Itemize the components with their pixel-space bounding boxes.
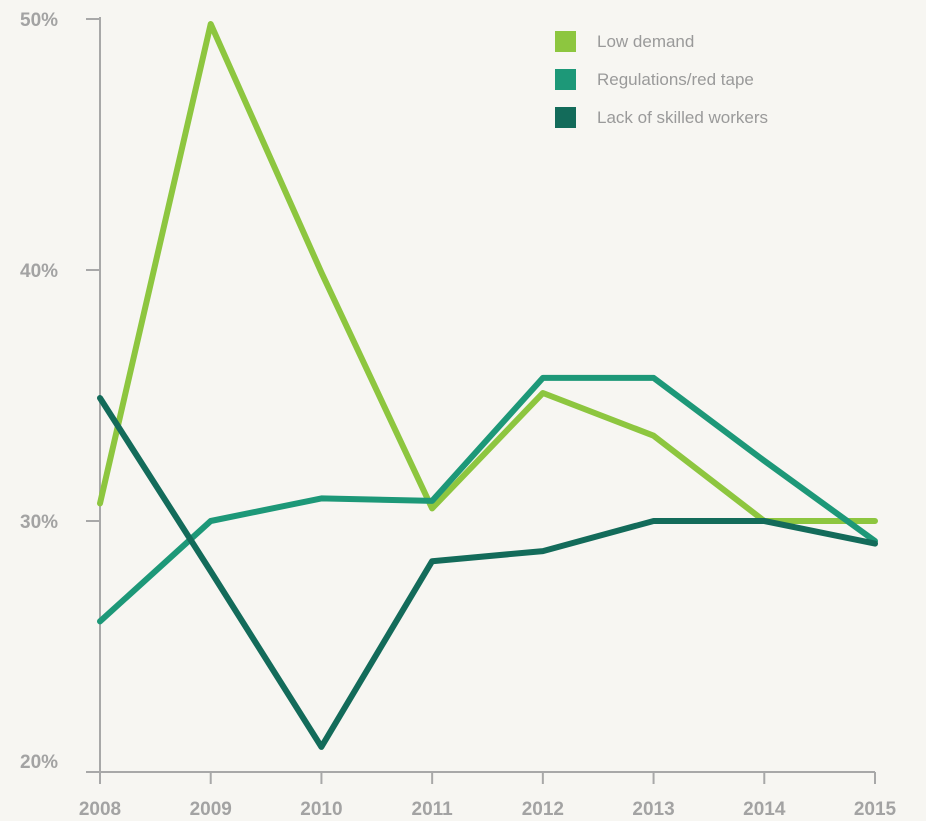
x-tick-label: 2012 bbox=[522, 799, 564, 820]
legend-label: Regulations/red tape bbox=[597, 70, 754, 89]
legend-swatch bbox=[555, 69, 576, 90]
x-tick-label: 2008 bbox=[79, 799, 121, 820]
y-tick-label: 50% bbox=[20, 10, 58, 31]
series-lines bbox=[97, 21, 878, 750]
legend-label: Low demand bbox=[597, 32, 694, 51]
legend-swatch bbox=[555, 31, 576, 52]
y-tick-label: 40% bbox=[20, 261, 58, 282]
y-tick-label: 30% bbox=[20, 512, 58, 533]
x-tick-label: 2009 bbox=[190, 799, 232, 820]
x-tick-label: 2011 bbox=[412, 799, 454, 820]
legend-swatch bbox=[555, 107, 576, 128]
x-tick-label: 2014 bbox=[743, 799, 786, 820]
series-line-regulations-red-tape bbox=[97, 374, 878, 625]
y-tick-label: 20% bbox=[20, 752, 58, 773]
axes: 20% 30% 40% 50% 2008 2009 2010 2011 2012 2013 2014… bbox=[20, 10, 897, 820]
legend-label: Lack of skilled workers bbox=[597, 108, 768, 127]
series-line-low-demand bbox=[97, 21, 878, 524]
legend: Low demand Regulations/red tape Lack of sk… bbox=[555, 31, 768, 128]
x-tick-label: 2013 bbox=[632, 799, 674, 820]
x-tick-label: 2015 bbox=[854, 799, 897, 820]
x-tick-label: 2010 bbox=[300, 799, 342, 820]
series-line-lack-of-skilled-workers bbox=[97, 395, 878, 750]
